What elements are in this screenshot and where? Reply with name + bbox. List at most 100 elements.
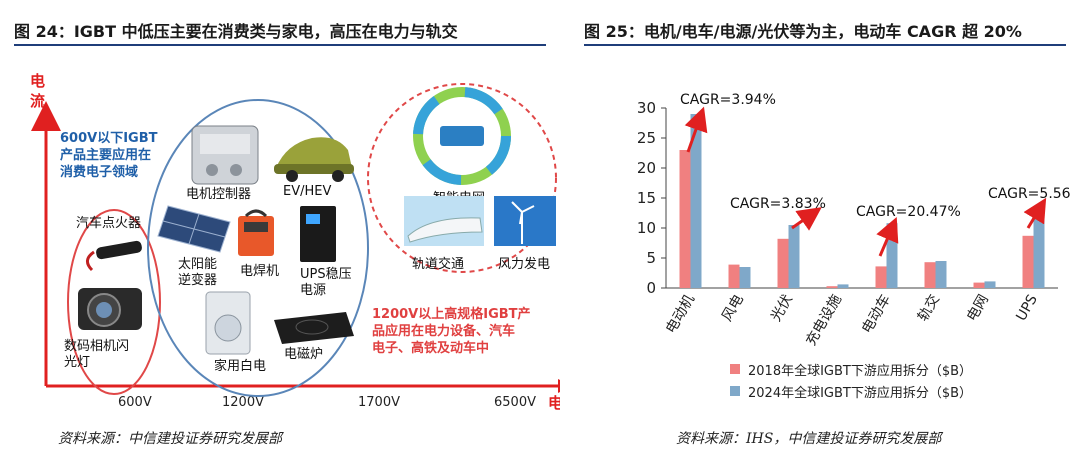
label-wind: 风力发电 [498, 256, 550, 272]
blue-note: 600V以下IGBT 产品主要应用在 消费电子领域 [60, 131, 162, 180]
label-rail: 轨道交通 [412, 256, 464, 272]
legend-swatch-2024 [730, 386, 740, 396]
legend-item-2018: 2018年全球IGBT下游应用拆分（$B） [730, 358, 972, 380]
washing-machine-picture [205, 291, 251, 355]
x-tick-1200v: 1200V [222, 395, 264, 410]
label-induction-cooker: 电磁炉 [284, 347, 323, 362]
bar-2018 [875, 266, 887, 288]
red-note: 1200V以上高规格IGBT产 品应用在电力设备、汽车 电子、高铁及动车中 [372, 306, 535, 356]
cagr-annotation: CAGR=20.47% [856, 204, 961, 220]
legend-swatch-2018 [730, 364, 740, 374]
x-tick-label: UPS [1013, 292, 1041, 324]
x-tick-label: 电网 [964, 292, 992, 324]
high-voltage-ellipse [367, 83, 557, 273]
solar-panel-picture [157, 205, 231, 253]
car-igniter-picture [86, 240, 142, 272]
cagr-annotation: CAGR=3.94% [680, 92, 776, 108]
cagr-arrow [876, 216, 899, 257]
y-axis-label-char-1: 电 [30, 72, 45, 90]
x-tick-label: 电动车 [858, 292, 894, 337]
cagr-arrow [791, 207, 822, 231]
y-tick-label: 5 [646, 249, 656, 267]
label-camera-flash-line-2: 光灯 [64, 355, 90, 370]
bar-2018 [728, 264, 740, 288]
blue-note-line-3: 消费电子领域 [60, 164, 138, 180]
bar-2018 [826, 286, 838, 288]
y-tick-label: 10 [637, 219, 656, 237]
left-source-note: 资料来源：中信建投证券研究发展部 [58, 431, 282, 447]
igbt-voltage-current-diagram: 电 流 电压 600V 1200V 1700V 6500V 600V以下IGBT… [30, 72, 560, 412]
x-tick-600v: 600V [118, 395, 152, 410]
legend-label-2018: 2018年全球IGBT下游应用拆分（$B） [748, 363, 973, 379]
label-solar-inverter-line-1: 太阳能 [178, 257, 217, 272]
x-tick-label: 轨交 [914, 292, 943, 325]
y-tick-label: 30 [637, 99, 656, 117]
red-note-line-1: 1200V以上高规格IGBT产 [372, 306, 531, 322]
x-tick-label: 风电 [719, 292, 747, 324]
blue-note-line-1: 600V以下IGBT [60, 131, 158, 146]
label-ev-hev: EV/HEV [283, 184, 331, 199]
igbt-downstream-bar-chart: 0 5 10 15 20 25 30 电动机 风电 光伏 充电设施 电动车 轨交 电网 UPS CAGR=3.… [637, 92, 1070, 348]
x-tick-label: 充电设施 [803, 292, 845, 348]
rail-train-picture [404, 196, 484, 246]
x-tick-6500v: 6500V [494, 395, 536, 410]
bar-2024 [1033, 216, 1045, 288]
cagr-annotation: CAGR=5.56% [988, 186, 1070, 202]
bar-2024 [690, 114, 702, 288]
bar-2018 [973, 282, 985, 288]
label-camera-flash: 数码相机闪 光灯 [64, 339, 133, 370]
bar-2018 [679, 150, 691, 288]
mid-voltage-ellipse [147, 99, 369, 397]
chart-legend: 2018年全球IGBT下游应用拆分（$B） 2024年全球IGBT下游应用拆分（… [730, 358, 972, 402]
bar-2018 [777, 238, 789, 288]
blue-note-line-2: 产品主要应用在 [60, 147, 151, 163]
induction-cooker-picture [274, 312, 354, 344]
cagr-arrow [1023, 197, 1047, 229]
bar-2024 [984, 281, 996, 288]
label-motor-controller: 电机控制器 [186, 187, 251, 202]
bar-2024 [788, 225, 800, 288]
x-tick-label: 电动机 [663, 292, 698, 336]
label-solar-inverter-line-2: 逆变器 [178, 272, 217, 288]
bar-2024 [739, 267, 751, 288]
wind-turbine-picture [494, 196, 556, 246]
red-note-line-3: 电子、高铁及动车中 [372, 340, 489, 356]
cagr-arrow [684, 106, 708, 153]
right-title-rule [584, 44, 1066, 46]
right-figure-title: 图 25：电机/电车/电源/光伏等为主，电动车 CAGR 超 20% [584, 22, 1022, 41]
label-car-igniter: 汽车点火器 [76, 215, 141, 231]
ups-picture [300, 206, 336, 262]
cagr-annotation: CAGR=3.83% [730, 196, 826, 212]
label-solar-inverter: 太阳能 逆变器 [178, 257, 221, 288]
consumer-ellipse [67, 209, 161, 395]
right-source-note: 资料来源：IHS，中信建投证券研究发展部 [676, 431, 942, 447]
label-ups-line-2: 电源 [300, 283, 326, 298]
legend-label-2024: 2024年全球IGBT下游应用拆分（$B） [748, 385, 973, 401]
label-ups: UPS稳压 电源 [300, 266, 356, 298]
y-tick-label: 0 [646, 279, 656, 297]
smart-grid-picture [413, 87, 511, 185]
bar-2024 [886, 223, 898, 288]
x-axis-label: 电压 [548, 394, 560, 412]
x-axis-arrow [558, 379, 560, 393]
y-tick-label: 15 [637, 189, 656, 207]
y-tick-label: 25 [637, 129, 656, 147]
legend-item-2024: 2024年全球IGBT下游应用拆分（$B） [730, 380, 972, 402]
y-axis-label-char-2: 流 [30, 92, 45, 110]
left-title-rule [14, 44, 546, 46]
bar-2018 [1022, 235, 1034, 288]
left-figure-title: 图 24：IGBT 中低压主要在消费类与家电，高压在电力与轨交 [14, 22, 458, 41]
motor-controller-picture [191, 125, 259, 185]
label-welder: 电焊机 [240, 263, 279, 279]
bar-2024 [837, 284, 849, 288]
x-tick-1700v: 1700V [358, 395, 400, 410]
label-camera-flash-line-1: 数码相机闪 [64, 339, 129, 354]
red-note-line-2: 品应用在电力设备、汽车 [372, 323, 515, 339]
welder-picture [238, 209, 274, 256]
y-tick-label: 20 [637, 159, 656, 177]
label-appliances: 家用白电 [214, 358, 266, 374]
x-tick-label: 光伏 [768, 292, 796, 324]
camera-picture [78, 288, 142, 330]
bar-2018 [924, 262, 936, 288]
bar-2024 [935, 261, 947, 288]
